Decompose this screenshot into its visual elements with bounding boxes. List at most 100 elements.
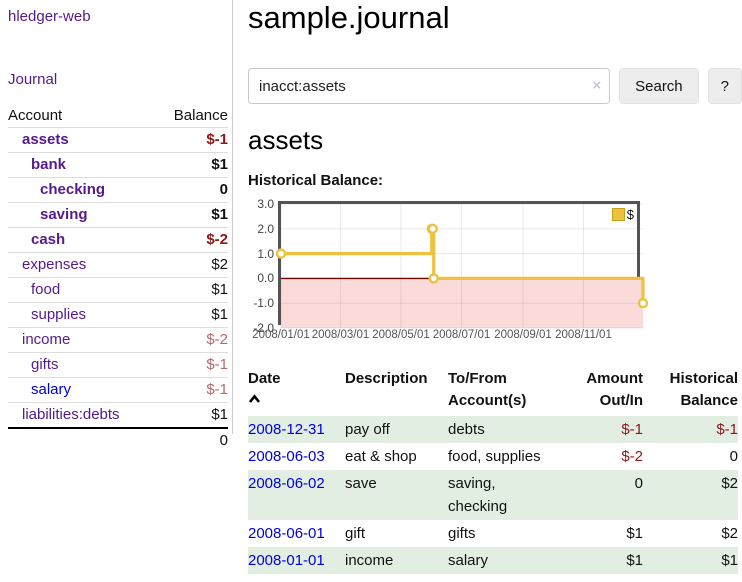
journal-link[interactable]: Journal xyxy=(8,71,58,88)
transaction-accounts: debts xyxy=(448,421,485,438)
account-link[interactable]: income xyxy=(22,331,71,348)
transaction-amount: $-2 xyxy=(621,448,643,465)
account-balance: $-2 xyxy=(156,327,228,353)
account-row: supplies $1 xyxy=(8,302,228,328)
account-row: assets $-1 xyxy=(8,127,228,153)
transaction-date-link[interactable]: 2008-01-01 xyxy=(248,552,325,569)
search-button[interactable]: Search xyxy=(619,68,699,104)
page-title: sample.journal xyxy=(248,0,450,35)
y-axis-tick-label: 1.0 xyxy=(257,246,274,261)
transaction-amount: $-1 xyxy=(621,421,643,438)
account-balance: $1 xyxy=(156,277,228,303)
chart-plot-area: $ xyxy=(275,201,649,329)
account-row: gifts $-1 xyxy=(8,352,228,378)
search-form: × Search ? xyxy=(248,68,742,104)
transaction-row[interactable]: 2008-12-31 pay off debts $-1 $-1 xyxy=(248,416,738,443)
header-date[interactable]: Date xyxy=(248,366,345,416)
x-axis-tick-label: 2008/01/01 xyxy=(252,329,310,341)
transaction-date-link[interactable]: 2008-06-02 xyxy=(248,475,325,492)
transaction-description: eat & shop xyxy=(345,448,417,465)
y-axis-tick-label: 3.0 xyxy=(257,197,274,211)
account-link[interactable]: gifts xyxy=(31,356,59,373)
transaction-row[interactable]: 2008-06-03 eat & shop food, supplies $-2 0 xyxy=(248,443,738,470)
transaction-amount: $1 xyxy=(626,525,643,542)
transactions-table: Date Description To/From Account(s) Amou… xyxy=(248,366,738,574)
account-link[interactable]: checking xyxy=(40,181,106,198)
account-balance: $2 xyxy=(156,252,228,278)
x-axis-tick-label: 2008/07/01 xyxy=(432,329,491,341)
transaction-row[interactable]: 2008-06-02 save saving, checking 0 $2 xyxy=(248,470,738,520)
accounts-header-row: Account Balance xyxy=(8,105,228,128)
x-axis-tick-label: 2008/03/01 xyxy=(311,329,370,341)
account-row: saving $1 xyxy=(8,202,228,228)
account-balance: $-1 xyxy=(156,127,228,153)
legend-label: $ xyxy=(626,207,634,222)
y-axis-tick-label: -2.0 xyxy=(253,321,274,335)
search-input[interactable] xyxy=(248,68,611,104)
y-axis-tick-label: -1.0 xyxy=(253,296,274,311)
transaction-balance: $-1 xyxy=(716,421,738,438)
account-balance: $-1 xyxy=(156,352,228,378)
header-amount-outin: Amount Out/In xyxy=(586,370,643,409)
account-heading: assets xyxy=(248,125,324,155)
account-balance: $-2 xyxy=(156,227,228,253)
sidebar: hledger-web Journal Account Balance asse… xyxy=(0,0,232,453)
account-row: salary $-1 xyxy=(8,377,228,403)
account-row: food $1 xyxy=(8,277,228,303)
account-link[interactable]: expenses xyxy=(22,256,87,273)
help-button[interactable]: ? xyxy=(707,68,742,104)
transaction-balance: $2 xyxy=(721,525,738,542)
legend-swatch-icon xyxy=(611,208,625,221)
account-link[interactable]: liabilities:debts xyxy=(22,406,120,423)
transaction-description: save xyxy=(345,475,377,492)
x-axis-tick-label: 2008/09/01 xyxy=(494,329,552,341)
account-link[interactable]: assets xyxy=(22,131,69,148)
account-balance: $1 xyxy=(156,302,228,328)
header-tofrom-accounts: To/From Account(s) xyxy=(448,370,527,409)
account-link[interactable]: saving xyxy=(40,206,88,223)
y-axis-tick-label: 0.0 xyxy=(257,271,274,286)
search-input-wrap: × xyxy=(248,68,611,104)
account-row: bank $1 xyxy=(8,152,228,178)
account-link[interactable]: cash xyxy=(31,231,66,248)
accounts-table: Account Balance assets $-1 bank $1 checking 0… xyxy=(8,105,228,453)
account-link[interactable]: bank xyxy=(31,156,67,173)
account-balance: $1 xyxy=(156,152,228,178)
y-axis-tick-label: 2.0 xyxy=(257,221,274,236)
historical-balance-chart: $ 3.0 2.0 1.0 0.0 -1.0 -2.0 2008/01/01 2008/03/… xyxy=(248,197,649,347)
accounts-header-account: Account xyxy=(8,105,157,128)
account-row: expenses $2 xyxy=(8,252,228,278)
sidebar-divider xyxy=(232,0,233,434)
account-link[interactable]: supplies xyxy=(31,306,87,323)
account-link[interactable]: salary xyxy=(31,381,72,398)
app-title-link[interactable]: hledger-web xyxy=(8,8,91,25)
account-balance: 0 xyxy=(156,177,228,203)
sort-ascending-icon xyxy=(248,394,261,403)
transaction-row[interactable]: 2008-06-01 gift gifts $1 $2 xyxy=(248,520,738,547)
x-axis-tick-label: 2008/11/01 xyxy=(555,329,612,341)
transactions-header-row: Date Description To/From Account(s) Amou… xyxy=(248,366,738,416)
header-description: Description xyxy=(345,370,428,387)
account-link[interactable]: food xyxy=(31,281,61,298)
transaction-date-link[interactable]: 2008-06-01 xyxy=(248,525,325,542)
transaction-date-link[interactable]: 2008-12-31 xyxy=(248,421,325,438)
transaction-balance: $2 xyxy=(721,475,738,492)
clear-search-icon[interactable]: × xyxy=(592,77,602,94)
transaction-accounts: food, supplies xyxy=(448,448,541,465)
header-historical-balance: Historical Balance xyxy=(669,370,738,409)
transaction-accounts: saving, checking xyxy=(448,475,508,515)
account-row: cash $-2 xyxy=(8,227,228,253)
main-content: sample.journal × Search ? assets Histori… xyxy=(248,0,742,574)
transaction-row[interactable]: 2008-01-01 income salary $1 $1 xyxy=(248,547,738,574)
chart-legend: $ xyxy=(610,206,635,223)
transaction-amount: 0 xyxy=(634,475,643,492)
accounts-header-balance: Balance xyxy=(156,105,228,128)
transaction-description: pay off xyxy=(345,421,390,438)
transaction-balance: $1 xyxy=(721,552,738,569)
chart-title: Historical Balance: xyxy=(248,172,384,189)
x-axis-tick-label: 2008/05/01 xyxy=(372,329,430,341)
account-balance: $1 xyxy=(156,202,228,228)
transaction-accounts: salary xyxy=(448,552,489,569)
transaction-date-link[interactable]: 2008-06-03 xyxy=(248,448,325,465)
account-balance: $1 xyxy=(211,406,228,423)
